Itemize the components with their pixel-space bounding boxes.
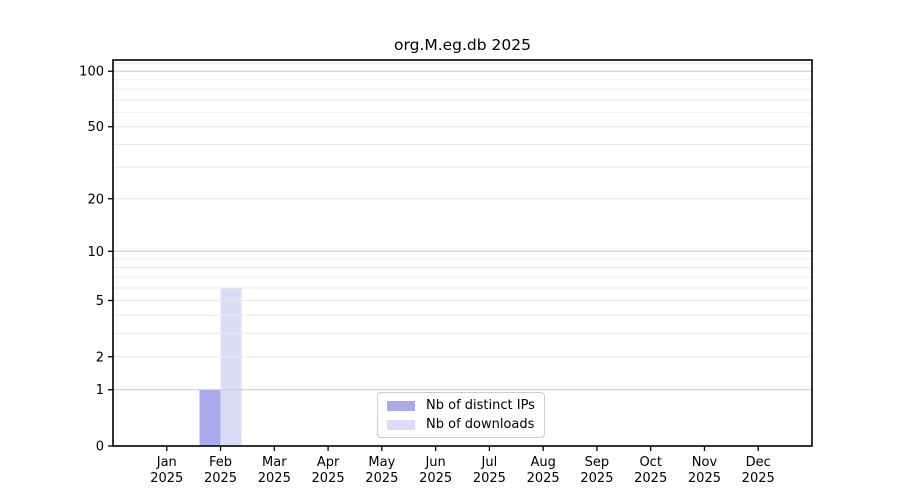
y-tick-label: 1 — [96, 383, 104, 398]
x-tick-label-month: Mar — [262, 455, 287, 470]
x-tick-label-year: 2025 — [527, 471, 560, 486]
x-tick-label-year: 2025 — [580, 471, 613, 486]
y-tick-label: 20 — [87, 192, 104, 207]
chart-title: org.M.eg.db 2025 — [393, 36, 531, 54]
plot-border — [112, 59, 813, 447]
legend-label-distinct-ips: Nb of distinct IPs — [426, 397, 535, 413]
y-tick-label: 2 — [96, 350, 104, 365]
x-tick-label-month: Oct — [639, 455, 661, 470]
x-tick-label-year: 2025 — [742, 471, 775, 486]
x-tick-label-year: 2025 — [204, 471, 237, 486]
x-tick-label-month: Jan — [156, 455, 177, 470]
x-tick-label-year: 2025 — [688, 471, 721, 486]
legend-item: Nb of distinct IPs — [387, 397, 535, 413]
legend-label-downloads: Nb of downloads — [426, 416, 535, 432]
bar-downloads — [220, 287, 242, 446]
x-tick-label-year: 2025 — [634, 471, 667, 486]
y-tick-label: 0 — [96, 440, 104, 455]
y-tick-label: 10 — [87, 245, 104, 260]
y-tick-label: 5 — [96, 294, 104, 309]
x-tick-label-month: Apr — [317, 455, 340, 470]
bar-distinct-ips — [199, 389, 221, 446]
x-tick-label-month: Sep — [585, 455, 610, 470]
x-tick-label-month: Feb — [209, 455, 232, 470]
x-tick-label-year: 2025 — [150, 471, 183, 486]
legend-swatch-downloads — [387, 419, 415, 430]
x-tick-label-year: 2025 — [419, 471, 452, 486]
x-tick-label-year: 2025 — [312, 471, 345, 486]
x-tick-label-year: 2025 — [365, 471, 398, 486]
x-tick-label-year: 2025 — [473, 471, 506, 486]
chart-legend: Nb of distinct IPs Nb of downloads — [377, 392, 545, 438]
x-tick-label-month: Jul — [481, 455, 498, 470]
legend-item: Nb of downloads — [387, 416, 535, 432]
legend-swatch-distinct-ips — [387, 400, 415, 411]
x-tick-label-month: Jun — [424, 455, 445, 470]
x-tick-label-month: Nov — [692, 455, 718, 470]
y-tick-label: 50 — [87, 120, 104, 135]
x-tick-label-month: Aug — [530, 455, 555, 470]
x-tick-label-month: Dec — [746, 455, 771, 470]
x-tick-label-month: May — [368, 455, 395, 470]
x-tick-label-year: 2025 — [258, 471, 291, 486]
y-tick-label: 100 — [79, 65, 104, 80]
